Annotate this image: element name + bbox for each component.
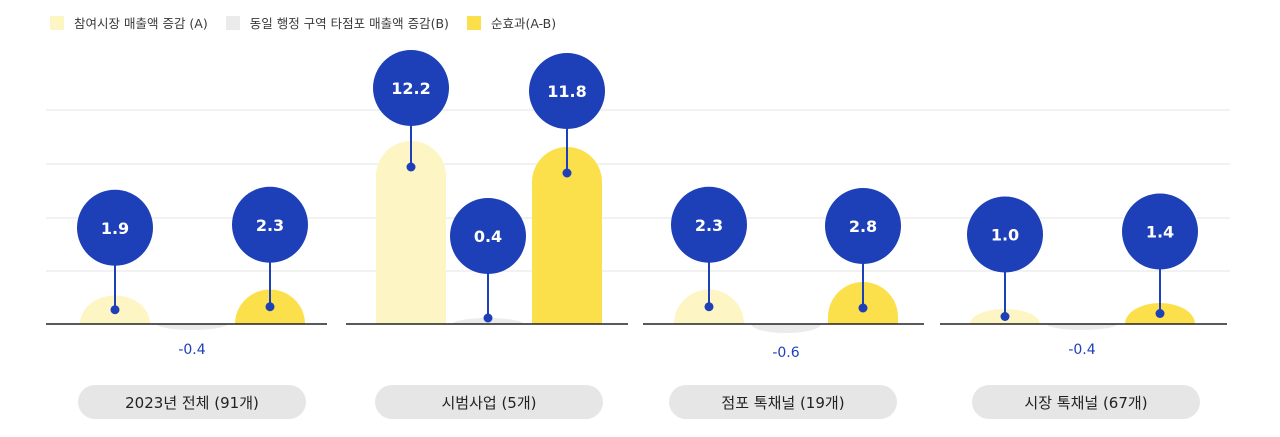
bar-3-B — [1047, 324, 1117, 330]
legend-label-a: 참여시장 매출액 증감 (A) — [74, 16, 208, 31]
group-label-2: 점포 톡채널 (19개) — [669, 385, 897, 419]
bubble-label-3-A: 1.0 — [991, 226, 1019, 245]
group-label-1: 시범사업 (5개) — [375, 385, 603, 419]
legend-swatch-net — [466, 15, 481, 30]
legend-swatch-b — [225, 15, 240, 30]
group-label-0: 2023년 전체 (91개) — [78, 385, 306, 419]
value-label-3-B: -0.4 — [1068, 342, 1095, 358]
bubble-3-net — [1122, 193, 1198, 270]
legend-swatch-a — [50, 15, 64, 30]
value-label-0-B: -0.4 — [178, 342, 205, 358]
bubble-0-net — [232, 186, 308, 263]
bubble-label-2-A: 2.3 — [695, 216, 723, 235]
legend: 참여시장 매출액 증감 (A) 동일 행정 구역 타점포 매출액 증감(B) 순… — [50, 13, 574, 32]
bubble-label-1-A: 12.2 — [391, 79, 430, 98]
bubble-1-B — [450, 198, 526, 274]
marker-dot-1-B — [483, 313, 493, 323]
group-label-3: 시장 톡채널 (67개) — [972, 385, 1200, 419]
bubble-3-A — [967, 196, 1043, 273]
bubble-label-1-B: 0.4 — [474, 227, 502, 246]
bar-1-A — [376, 141, 446, 324]
legend-item-b: 동일 행정 구역 타점포 매출액 증감(B) — [225, 13, 449, 32]
marker-dot-2-A — [704, 302, 714, 312]
bubble-0-A — [77, 189, 153, 266]
legend-label-b: 동일 행정 구역 타점포 매출액 증감(B) — [249, 16, 449, 31]
bar-0-B — [157, 324, 227, 330]
bubble-2-net — [825, 188, 901, 264]
bubble-1-A — [373, 50, 449, 126]
bubble-label-0-A: 1.9 — [101, 219, 129, 238]
marker-dot-0-A — [110, 305, 120, 315]
marker-dot-2-net — [858, 303, 868, 313]
bubble-label-0-net: 2.3 — [256, 216, 284, 235]
marker-dot-3-A — [1000, 312, 1010, 321]
bubble-label-1-net: 11.8 — [547, 82, 586, 101]
bar-2-B — [751, 324, 821, 333]
bubble-label-2-net: 2.8 — [849, 217, 877, 236]
bar-1-net — [532, 147, 602, 324]
marker-dot-0-net — [265, 302, 275, 312]
marker-dot-3-net — [1155, 309, 1165, 318]
legend-item-net: 순효과(A-B) — [466, 13, 557, 32]
bubble-label-3-net: 1.4 — [1146, 223, 1174, 242]
legend-item-a: 참여시장 매출액 증감 (A) — [50, 13, 208, 32]
marker-dot-1-net — [562, 168, 572, 178]
legend-label-net: 순효과(A-B) — [490, 16, 557, 31]
value-label-2-B: -0.6 — [772, 345, 799, 361]
marker-dot-1-A — [406, 162, 416, 172]
bubble-1-net — [529, 53, 605, 129]
bubble-2-A — [671, 186, 747, 263]
